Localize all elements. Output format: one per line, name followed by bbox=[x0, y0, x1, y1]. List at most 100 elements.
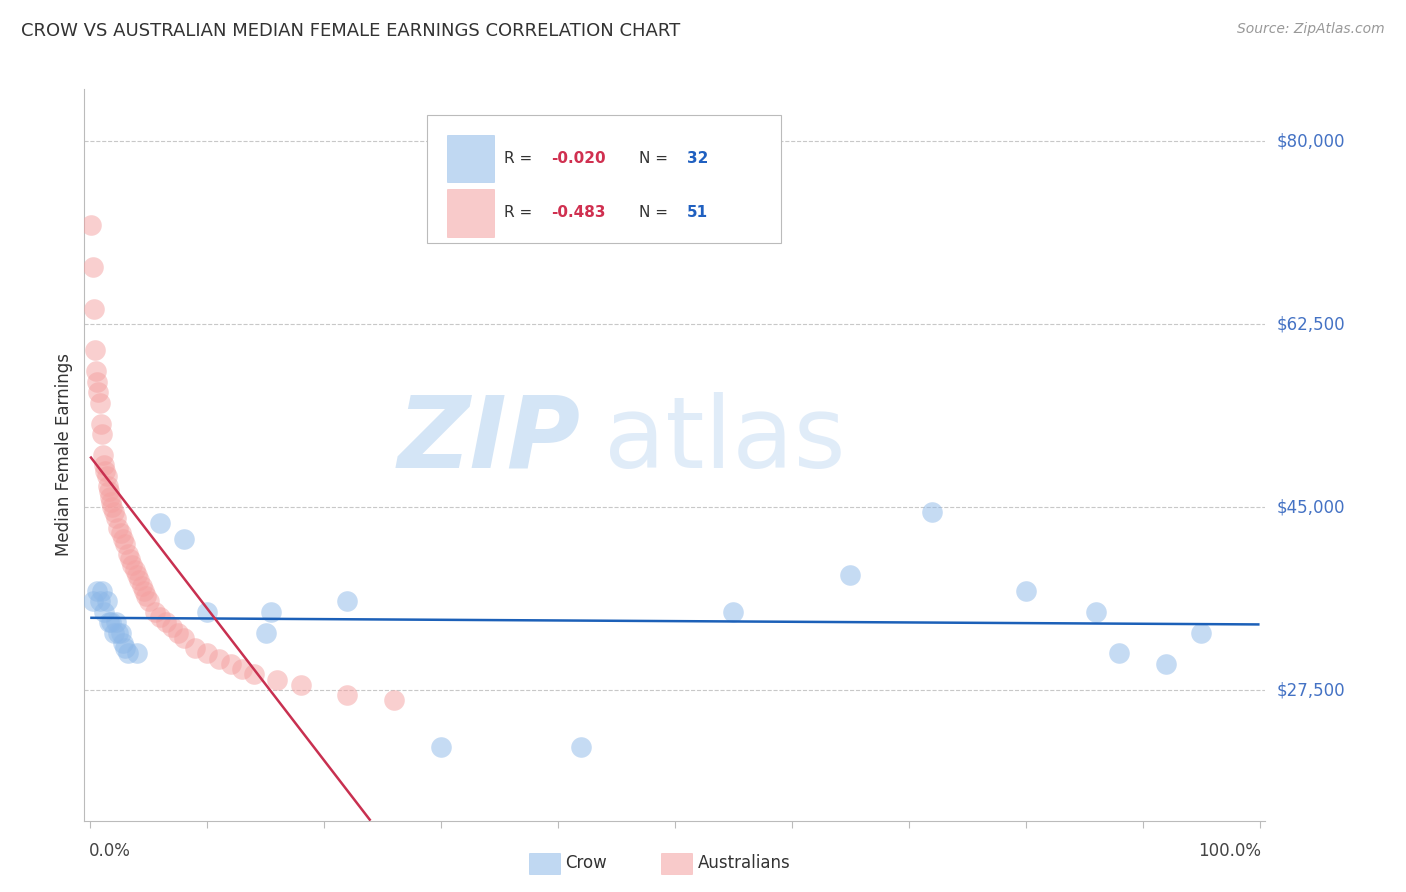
Point bbox=[107, 625, 129, 640]
Point bbox=[569, 740, 592, 755]
Text: -0.020: -0.020 bbox=[551, 151, 606, 166]
Point bbox=[132, 583, 155, 598]
Text: ZIP: ZIP bbox=[398, 392, 581, 489]
Point bbox=[138, 594, 160, 608]
Point bbox=[82, 260, 104, 274]
Point bbox=[173, 631, 195, 645]
Point bbox=[184, 641, 207, 656]
Point bbox=[290, 678, 312, 692]
Point bbox=[1154, 657, 1177, 671]
Text: R =: R = bbox=[503, 151, 537, 166]
FancyBboxPatch shape bbox=[447, 189, 494, 236]
Point bbox=[117, 547, 139, 561]
Point bbox=[111, 532, 134, 546]
Point bbox=[90, 583, 112, 598]
Point bbox=[110, 625, 132, 640]
Point bbox=[1015, 583, 1038, 598]
Text: $45,000: $45,000 bbox=[1277, 498, 1346, 516]
Point bbox=[104, 510, 127, 524]
Point bbox=[167, 625, 190, 640]
Point bbox=[125, 647, 148, 661]
Point bbox=[149, 610, 172, 624]
Point bbox=[114, 537, 136, 551]
Text: CROW VS AUSTRALIAN MEDIAN FEMALE EARNINGS CORRELATION CHART: CROW VS AUSTRALIAN MEDIAN FEMALE EARNING… bbox=[21, 22, 681, 40]
Point bbox=[839, 568, 862, 582]
Text: $27,500: $27,500 bbox=[1277, 681, 1346, 699]
Point bbox=[117, 647, 139, 661]
Point bbox=[93, 458, 115, 473]
Point bbox=[87, 385, 110, 400]
Point bbox=[1084, 605, 1107, 619]
FancyBboxPatch shape bbox=[447, 135, 494, 182]
Point bbox=[195, 647, 218, 661]
Point bbox=[219, 657, 242, 671]
Point bbox=[94, 464, 117, 478]
Point bbox=[101, 500, 124, 515]
Text: $62,500: $62,500 bbox=[1277, 315, 1346, 334]
Text: 51: 51 bbox=[686, 205, 707, 220]
Text: Source: ZipAtlas.com: Source: ZipAtlas.com bbox=[1237, 22, 1385, 37]
Point bbox=[173, 532, 195, 546]
Point bbox=[93, 605, 115, 619]
Text: 100.0%: 100.0% bbox=[1198, 841, 1261, 860]
Point bbox=[723, 605, 745, 619]
Point bbox=[382, 693, 405, 707]
Point bbox=[83, 301, 105, 316]
Point bbox=[114, 641, 136, 656]
Point bbox=[118, 552, 141, 566]
Point bbox=[103, 625, 125, 640]
Point bbox=[97, 615, 120, 629]
Text: N =: N = bbox=[640, 205, 673, 220]
Text: atlas: atlas bbox=[605, 392, 845, 489]
Text: N =: N = bbox=[640, 151, 673, 166]
Point bbox=[89, 594, 111, 608]
Point bbox=[96, 594, 118, 608]
Point bbox=[110, 526, 132, 541]
Point bbox=[100, 495, 122, 509]
Point bbox=[83, 343, 105, 358]
FancyBboxPatch shape bbox=[427, 115, 782, 243]
Point bbox=[135, 589, 157, 603]
Point bbox=[107, 521, 129, 535]
Point bbox=[97, 479, 120, 493]
Text: 32: 32 bbox=[686, 151, 709, 166]
Point bbox=[128, 574, 150, 588]
Point bbox=[121, 558, 143, 572]
Point bbox=[90, 427, 112, 442]
Point bbox=[103, 505, 125, 519]
Point bbox=[89, 395, 111, 409]
Point bbox=[260, 605, 283, 619]
Point bbox=[125, 568, 148, 582]
Point bbox=[160, 620, 183, 634]
Point bbox=[336, 688, 359, 702]
Point bbox=[921, 505, 943, 519]
Point bbox=[111, 636, 134, 650]
Point bbox=[149, 516, 172, 530]
Point bbox=[86, 583, 108, 598]
Point bbox=[97, 484, 120, 499]
Text: Crow: Crow bbox=[565, 855, 607, 872]
Point bbox=[254, 625, 277, 640]
Point bbox=[84, 364, 107, 378]
Text: -0.483: -0.483 bbox=[551, 205, 606, 220]
Point bbox=[155, 615, 177, 629]
Point bbox=[100, 615, 122, 629]
Point bbox=[124, 563, 146, 577]
Point bbox=[143, 605, 166, 619]
Point bbox=[86, 375, 108, 389]
Text: 0.0%: 0.0% bbox=[89, 841, 131, 860]
Point bbox=[336, 594, 359, 608]
Text: Australians: Australians bbox=[697, 855, 790, 872]
Point bbox=[91, 448, 114, 462]
Point bbox=[90, 417, 112, 431]
Y-axis label: Median Female Earnings: Median Female Earnings bbox=[55, 353, 73, 557]
Point bbox=[96, 468, 118, 483]
Point bbox=[1189, 625, 1212, 640]
Point bbox=[98, 490, 121, 504]
Point bbox=[82, 594, 104, 608]
Point bbox=[1108, 647, 1130, 661]
Point bbox=[195, 605, 218, 619]
Text: $80,000: $80,000 bbox=[1277, 132, 1346, 151]
Point bbox=[266, 673, 288, 687]
Point bbox=[208, 651, 231, 665]
